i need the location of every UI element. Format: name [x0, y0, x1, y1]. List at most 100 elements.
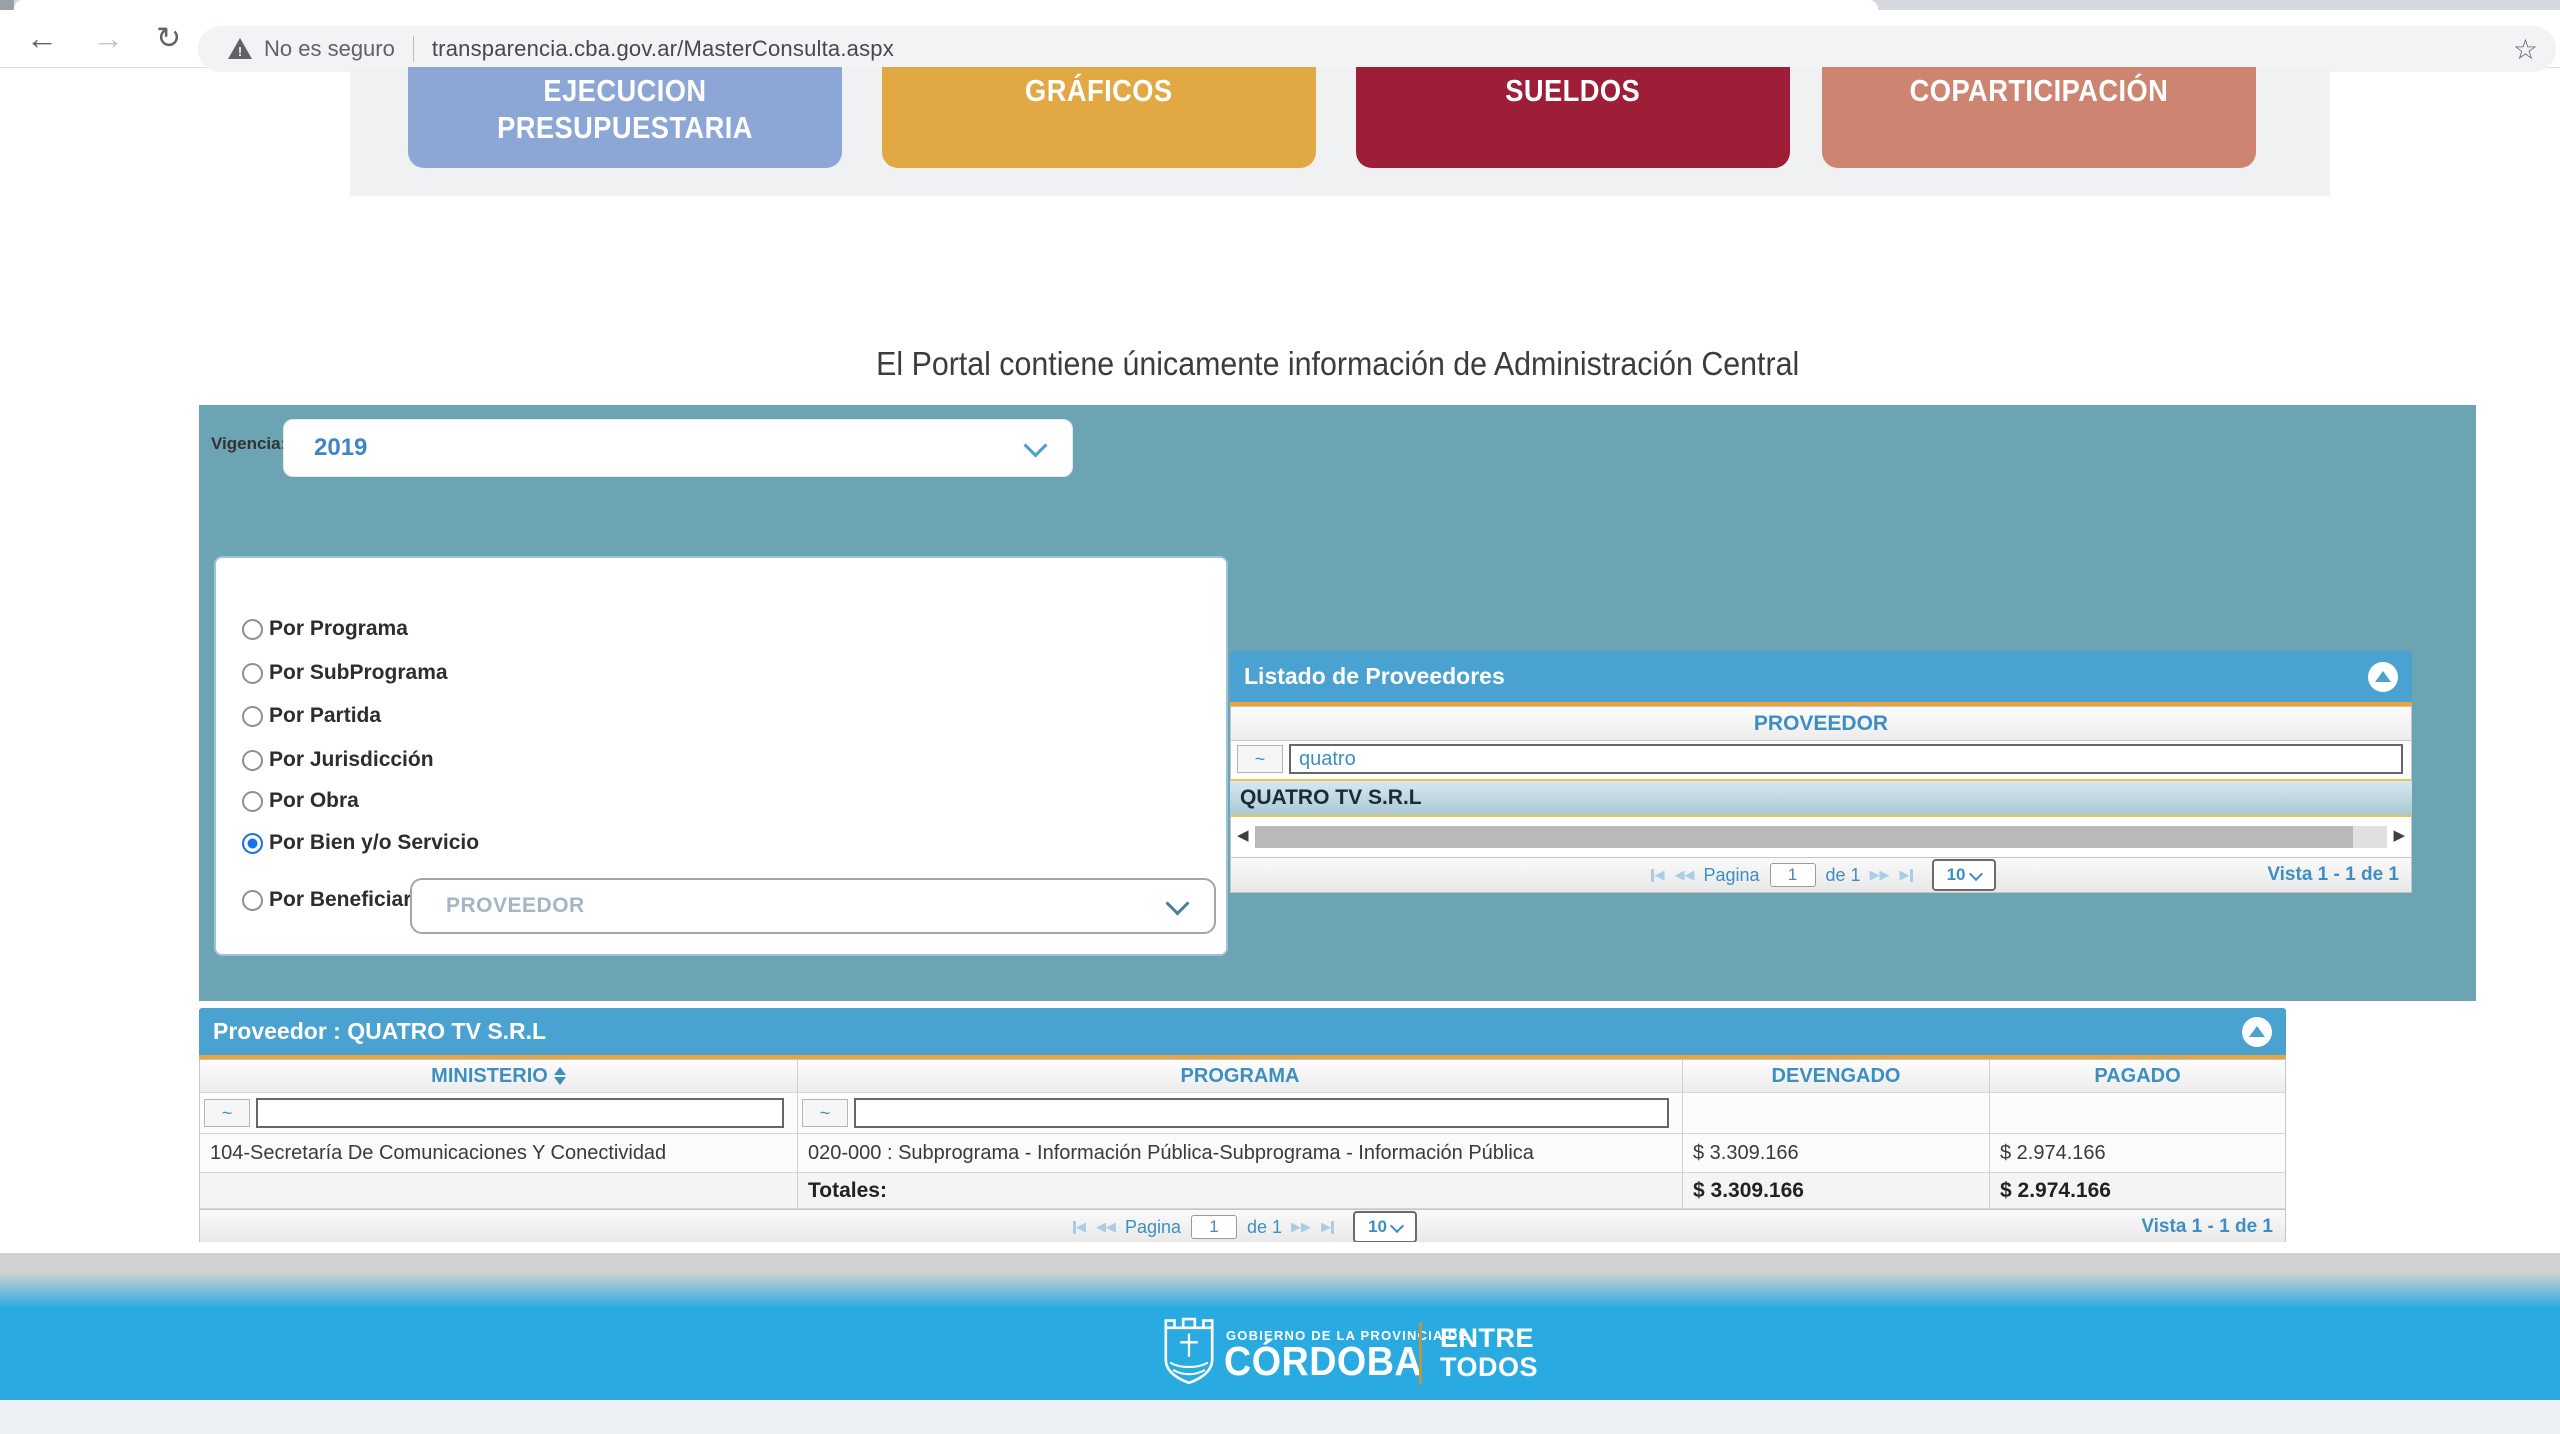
radio-icon: [242, 618, 263, 640]
chevron-down-icon: [1165, 890, 1190, 916]
window-corner: [0, 0, 14, 10]
page-size-select[interactable]: 10: [1931, 859, 1996, 891]
totals-devengado: $ 3.309.166: [1683, 1173, 1990, 1208]
radio-selected-icon: [242, 832, 263, 854]
back-icon[interactable]: ←: [26, 20, 58, 56]
sort-icon: [553, 1067, 566, 1085]
proveedor-filter-input[interactable]: [1289, 744, 2403, 774]
next-page-icon[interactable]: ▶▶: [1869, 867, 1890, 882]
results-data-row[interactable]: 104-Secretaría De Comunicaciones Y Conec…: [199, 1134, 2286, 1173]
radio-por-programa[interactable]: Por Programa: [242, 614, 408, 644]
radio-icon: [242, 662, 263, 684]
bookmark-star-icon[interactable]: ☆: [2512, 33, 2538, 65]
nav-button-sueldos[interactable]: SUELDOS: [1356, 67, 1790, 168]
beneficiario-placeholder: PROVEEDOR: [446, 894, 585, 917]
filter-cell-ministerio: ~: [200, 1093, 798, 1133]
beneficiario-type-select[interactable]: PROVEEDOR: [410, 878, 1216, 934]
totals-label: Totales:: [798, 1173, 1683, 1208]
tab-strip: [0, 0, 2560, 10]
radio-por-subprograma[interactable]: Por SubPrograma: [242, 658, 448, 688]
forward-icon[interactable]: →: [92, 20, 124, 56]
scroll-left-icon[interactable]: ◀: [1237, 827, 1249, 844]
nav-button-graficos[interactable]: GRÁFICOS: [882, 67, 1316, 168]
footer-bottom-strip: [0, 1400, 2560, 1434]
entre-todos-slogan: ENTRE TODOS: [1440, 1323, 1539, 1382]
first-page-icon[interactable]: ◀: [1072, 1219, 1086, 1235]
vigencia-select[interactable]: 2019: [283, 419, 1073, 477]
cordoba-crest-icon: [1160, 1316, 1218, 1391]
security-label[interactable]: No es seguro: [264, 36, 395, 61]
radio-por-jurisdiccion[interactable]: Por Jurisdicción: [242, 745, 434, 775]
last-page-icon[interactable]: ▶: [1321, 1219, 1335, 1235]
footer-blue-band: [0, 1308, 2560, 1400]
filter-operator-button[interactable]: ~: [204, 1099, 250, 1127]
address-bar[interactable]: ! No es seguro transparencia.cba.gov.ar/…: [198, 26, 2556, 72]
portal-notice: El Portal contiene únicamente informació…: [875, 345, 1800, 382]
vista-range-label: Vista 1 - 1 de 1: [2267, 864, 2399, 885]
first-page-icon[interactable]: ◀: [1651, 867, 1664, 883]
not-secure-icon[interactable]: !: [228, 38, 252, 60]
scroll-right-icon[interactable]: ▶: [2393, 827, 2405, 844]
accent-divider: [1230, 702, 2412, 706]
proveedor-result-row[interactable]: QUATRO TV S.R.L: [1230, 779, 2412, 817]
programa-filter-input[interactable]: [854, 1098, 1669, 1128]
radio-por-partida[interactable]: Por Partida: [242, 701, 381, 731]
page-size-select[interactable]: 10: [1353, 1211, 1418, 1243]
nav-button-coparticipacion[interactable]: COPARTICIPACIÓN: [1822, 67, 2256, 168]
column-header-devengado[interactable]: DEVENGADO: [1683, 1060, 1990, 1092]
scrollbar-thumb[interactable]: [1255, 826, 2354, 848]
page-number-input[interactable]: [1191, 1215, 1237, 1239]
vista-range-label: Vista 1 - 1 de 1: [2141, 1216, 2273, 1237]
next-page-icon[interactable]: ▶▶: [1291, 1219, 1312, 1234]
url-text[interactable]: transparencia.cba.gov.ar/MasterConsulta.…: [431, 36, 894, 61]
page-of-label: de 1: [1825, 864, 1861, 885]
collapse-button[interactable]: [2242, 1016, 2272, 1047]
page-label: Pagina: [1124, 1216, 1181, 1237]
omnibox-divider: [412, 36, 414, 62]
filter-cell-programa: ~: [798, 1093, 1683, 1133]
cell-programa: 020-000 : Subprograma - Información Públ…: [798, 1134, 1683, 1172]
vigencia-label: Vigencia:: [211, 434, 287, 453]
results-filter-row: ~ ~: [199, 1093, 2286, 1134]
column-header-programa[interactable]: PROGRAMA: [798, 1060, 1683, 1092]
prev-page-icon[interactable]: ◀◀: [1095, 1219, 1116, 1234]
horizontal-scrollbar: ◀ ▶: [1230, 817, 2412, 857]
radio-icon: [242, 705, 263, 727]
column-header-pagado[interactable]: PAGADO: [2094, 1064, 2181, 1087]
footer-gray-band: [0, 1253, 2560, 1272]
last-page-icon[interactable]: ▶: [1900, 867, 1913, 883]
footer-spacer: [0, 1242, 2560, 1253]
radio-icon: [242, 790, 263, 812]
totals-pagado: $ 2.974.166: [2000, 1178, 2111, 1202]
radio-por-beneficiario[interactable]: Por Beneficiario: [242, 885, 430, 915]
radio-icon: [242, 749, 263, 771]
prev-page-icon[interactable]: ◀◀: [1674, 867, 1695, 882]
scrollbar-track[interactable]: [1255, 826, 2387, 848]
reload-icon[interactable]: ↻: [156, 22, 182, 55]
results-panel: Proveedor : QUATRO TV S.R.L MINISTERIO P…: [199, 1008, 2286, 1245]
collapse-button[interactable]: [2368, 661, 2398, 692]
proveedor-filter-row: ~: [1230, 741, 2412, 779]
filter-operator-button[interactable]: ~: [1237, 745, 1283, 773]
results-totals-row: Totales: $ 3.309.166 $ 2.974.166: [199, 1173, 2286, 1209]
filter-operator-button[interactable]: ~: [802, 1099, 848, 1127]
footer-gradient-band: [0, 1272, 2560, 1308]
proveedores-pager: ◀ ◀◀ Pagina de 1 ▶▶ ▶ 10 Vista 1 - 1 de …: [1230, 857, 2412, 893]
proveedores-panel-header: Listado de Proveedores: [1230, 651, 2412, 702]
chevron-down-icon: [1968, 866, 1983, 881]
results-pager: ◀ ◀◀ Pagina de 1 ▶▶ ▶ 10 Vista 1 - 1 de …: [199, 1209, 2286, 1245]
gobierno-provincia-label: GOBIERNO DE LA PROVINCIA DE: [1226, 1328, 1469, 1343]
radio-por-obra[interactable]: Por Obra: [242, 786, 359, 816]
cordoba-wordmark: CÓRDOBA: [1224, 1338, 1423, 1384]
active-tab[interactable]: [14, 0, 1878, 10]
column-header-ministerio[interactable]: MINISTERIO: [200, 1060, 798, 1092]
ministerio-filter-input[interactable]: [256, 1098, 784, 1128]
proveedor-column-header[interactable]: PROVEEDOR: [1230, 706, 2412, 741]
chevron-up-icon: [2249, 1026, 2265, 1037]
radio-por-bien-servicio[interactable]: Por Bien y/o Servicio: [242, 828, 479, 858]
proveedores-panel: Listado de Proveedores PROVEEDOR ~ QUATR…: [1230, 651, 2412, 893]
page-number-input[interactable]: [1769, 863, 1816, 887]
vigencia-value: 2019: [314, 434, 368, 461]
nav-button-ejecucion-presupuestaria[interactable]: EJECUCION PRESUPUESTARIA: [408, 67, 842, 168]
